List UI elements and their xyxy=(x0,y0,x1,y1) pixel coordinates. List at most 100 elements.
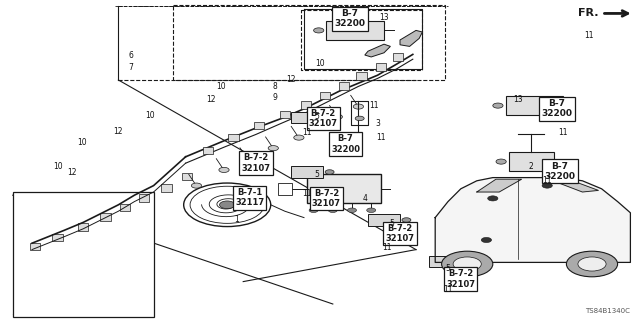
Text: 10: 10 xyxy=(315,60,325,68)
Text: 12: 12 xyxy=(207,95,216,104)
Bar xyxy=(393,53,403,61)
Circle shape xyxy=(315,124,325,129)
Polygon shape xyxy=(435,178,630,262)
Text: 1: 1 xyxy=(234,215,239,224)
Bar xyxy=(326,21,384,40)
Bar xyxy=(182,173,192,180)
Text: 10: 10 xyxy=(77,138,87,147)
Circle shape xyxy=(496,159,506,164)
Bar xyxy=(320,92,330,99)
Text: 11: 11 xyxy=(584,31,593,40)
Circle shape xyxy=(268,146,278,151)
Text: 8: 8 xyxy=(273,82,278,91)
Bar xyxy=(100,213,111,221)
Circle shape xyxy=(219,167,229,172)
Text: 10: 10 xyxy=(52,162,63,171)
Text: TS84B1340C: TS84B1340C xyxy=(586,308,630,314)
Bar xyxy=(30,243,40,250)
Circle shape xyxy=(314,28,324,33)
Circle shape xyxy=(442,251,493,277)
Circle shape xyxy=(355,116,364,121)
Circle shape xyxy=(367,208,376,212)
Text: 5: 5 xyxy=(314,170,319,179)
Circle shape xyxy=(402,218,411,222)
Text: 11: 11 xyxy=(303,128,312,137)
Text: B-7-2
32107: B-7-2 32107 xyxy=(241,154,271,173)
Bar xyxy=(228,134,239,141)
Text: 4: 4 xyxy=(362,194,367,203)
Circle shape xyxy=(220,201,235,209)
Circle shape xyxy=(332,114,342,119)
Circle shape xyxy=(325,115,334,120)
Text: B-7
32200: B-7 32200 xyxy=(541,99,572,118)
Circle shape xyxy=(191,183,202,188)
Bar xyxy=(52,234,63,241)
Circle shape xyxy=(325,170,334,174)
Text: B-7-2
32107: B-7-2 32107 xyxy=(385,224,415,243)
Text: B-7-2
32107: B-7-2 32107 xyxy=(312,189,341,208)
Polygon shape xyxy=(547,179,598,192)
Text: 11: 11 xyxy=(303,189,312,198)
Text: 11: 11 xyxy=(383,244,392,252)
Text: 2: 2 xyxy=(529,162,534,171)
Bar xyxy=(301,101,311,109)
Bar xyxy=(254,122,264,129)
Text: 12: 12 xyxy=(287,76,296,84)
Text: 9: 9 xyxy=(273,93,278,102)
Bar xyxy=(203,147,213,154)
Bar xyxy=(339,82,349,90)
Text: 11: 11 xyxy=(370,101,379,110)
Polygon shape xyxy=(400,30,422,46)
Text: B-7
32200: B-7 32200 xyxy=(331,134,360,154)
Bar xyxy=(161,184,172,192)
Bar xyxy=(278,183,292,195)
Bar xyxy=(429,256,461,267)
Polygon shape xyxy=(365,44,390,57)
Text: B-7-1
32117: B-7-1 32117 xyxy=(235,188,264,207)
Bar xyxy=(368,214,400,226)
Text: 7: 7 xyxy=(129,63,134,72)
Bar xyxy=(291,166,323,178)
Text: 5: 5 xyxy=(314,112,319,121)
Bar xyxy=(13,192,154,317)
Circle shape xyxy=(243,156,253,162)
Circle shape xyxy=(463,259,472,264)
Text: B-7
32200: B-7 32200 xyxy=(335,9,365,28)
Circle shape xyxy=(542,183,552,188)
Text: 11: 11 xyxy=(376,133,385,142)
Text: 5: 5 xyxy=(445,264,451,273)
Bar xyxy=(120,204,130,211)
Bar xyxy=(139,194,149,202)
Bar xyxy=(280,111,290,118)
Bar xyxy=(376,63,386,71)
Circle shape xyxy=(566,251,618,277)
Circle shape xyxy=(481,237,492,243)
Circle shape xyxy=(309,208,318,212)
Text: FR.: FR. xyxy=(578,8,598,19)
Text: B-7-2
32107: B-7-2 32107 xyxy=(308,109,338,128)
Text: 13: 13 xyxy=(379,13,389,22)
Text: 12: 12 xyxy=(114,127,123,136)
Circle shape xyxy=(493,103,503,108)
Text: 5: 5 xyxy=(389,220,394,228)
Circle shape xyxy=(348,208,356,212)
Text: 10: 10 xyxy=(216,82,226,91)
Text: 11: 11 xyxy=(444,285,452,294)
Text: 11: 11 xyxy=(559,128,568,137)
Text: 11: 11 xyxy=(543,176,552,185)
Circle shape xyxy=(294,135,304,140)
Text: 13: 13 xyxy=(513,95,524,104)
Bar xyxy=(356,72,367,80)
Bar xyxy=(506,96,563,115)
Circle shape xyxy=(488,196,498,201)
Circle shape xyxy=(353,104,364,109)
Text: B-7
32200: B-7 32200 xyxy=(545,162,575,181)
Bar xyxy=(291,112,323,123)
Circle shape xyxy=(578,257,606,271)
Polygon shape xyxy=(477,179,522,192)
Text: 10: 10 xyxy=(145,111,156,120)
Bar xyxy=(509,152,554,171)
Bar xyxy=(78,223,88,231)
Text: 3: 3 xyxy=(375,119,380,128)
Text: 12: 12 xyxy=(68,168,77,177)
